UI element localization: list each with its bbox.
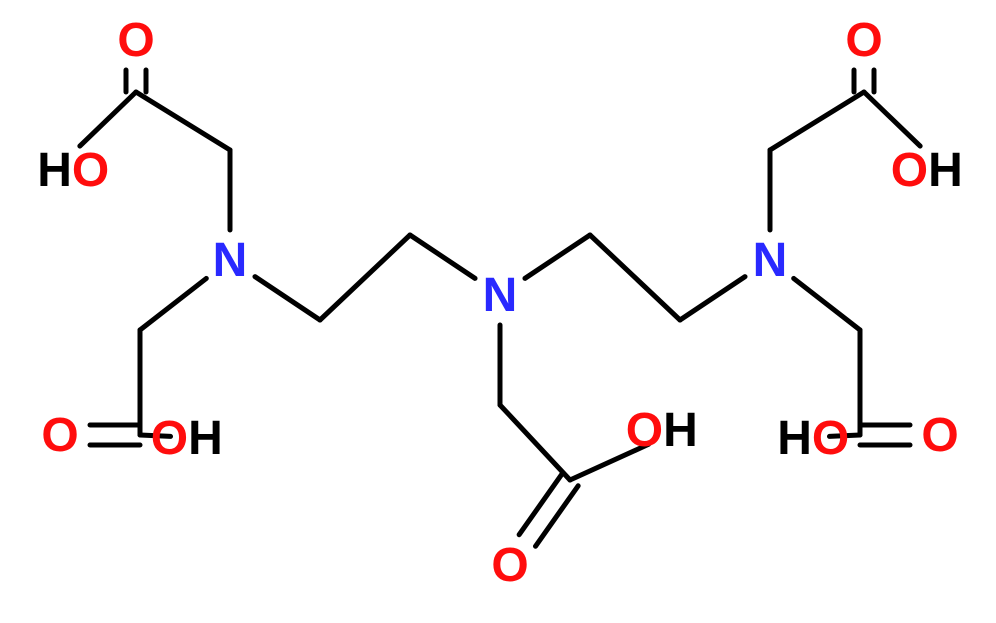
- atom-O: HO: [37, 144, 109, 197]
- bond: [794, 278, 860, 330]
- bond: [410, 235, 475, 278]
- atom-O: O: [845, 14, 882, 67]
- bond: [136, 92, 230, 150]
- atom-O: OH: [891, 144, 963, 197]
- atom-O: HO: [777, 412, 849, 465]
- atom-N: N: [213, 234, 248, 287]
- molecule-diagram: NNNOOHOHOOOHOOHOHO: [0, 0, 996, 623]
- atom-O: OH: [151, 412, 223, 465]
- atom-O: OH: [626, 404, 698, 457]
- atom-O: O: [491, 539, 528, 592]
- bond: [519, 474, 562, 534]
- atom-N: N: [483, 269, 518, 322]
- atom-N: N: [753, 234, 788, 287]
- bond: [255, 277, 320, 320]
- bond: [680, 277, 745, 320]
- bond: [320, 235, 410, 320]
- bond: [770, 92, 864, 150]
- atom-O: O: [41, 409, 78, 462]
- bond: [140, 278, 206, 330]
- atom-O: O: [117, 14, 154, 67]
- atom-O: O: [921, 409, 958, 462]
- bond: [535, 486, 578, 546]
- bond: [590, 235, 680, 320]
- bond: [864, 92, 920, 146]
- bond: [80, 92, 136, 146]
- bond: [525, 235, 590, 278]
- bond: [500, 405, 570, 480]
